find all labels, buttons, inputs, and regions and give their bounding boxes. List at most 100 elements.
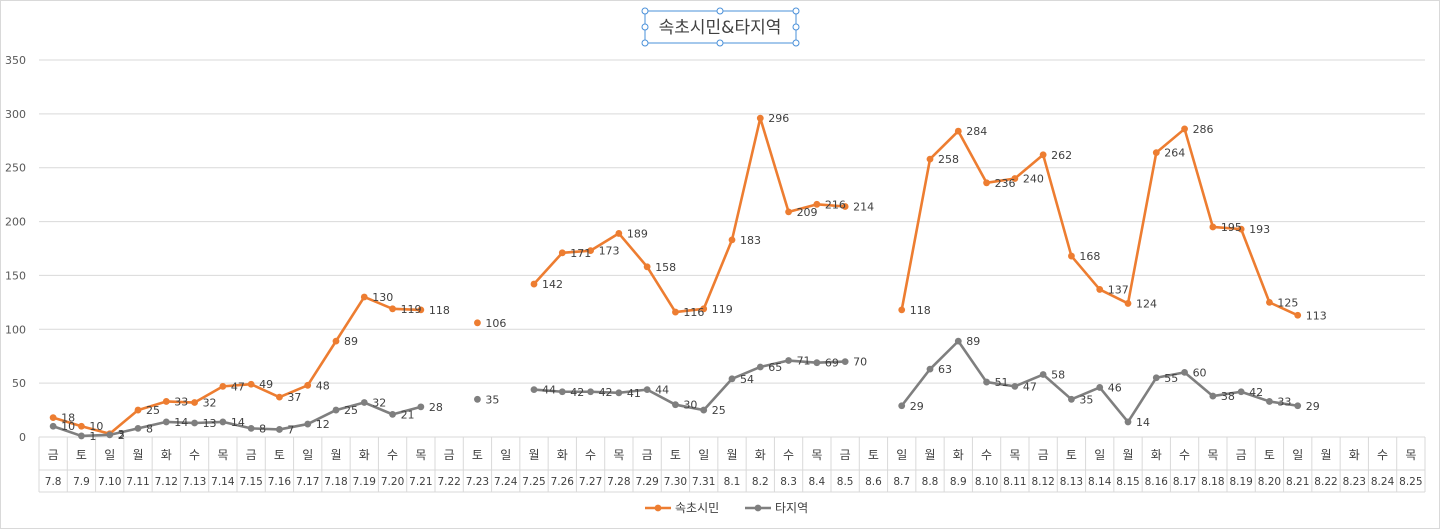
data-point[interactable] [332,406,340,414]
data-point[interactable] [841,358,849,365]
data-point[interactable] [389,305,396,313]
data-point[interactable] [1011,175,1019,182]
data-point[interactable] [983,179,990,187]
data-point[interactable] [1068,395,1075,403]
data-point[interactable] [756,114,764,122]
data-point[interactable] [134,406,142,414]
data-point[interactable] [276,426,283,433]
data-point[interactable] [530,280,538,288]
series-1[interactable] [49,114,1302,438]
data-label: 116 [683,306,704,319]
data-point[interactable] [417,403,425,411]
data-point[interactable] [474,395,481,403]
data-point[interactable] [332,337,340,345]
data-point[interactable] [926,155,934,163]
data-point[interactable] [1266,298,1273,306]
data-point[interactable] [615,230,623,237]
data-point[interactable] [134,424,142,432]
data-point[interactable] [700,406,708,414]
data-point[interactable] [1266,398,1273,405]
data-point[interactable] [643,386,651,394]
data-point[interactable] [728,236,736,244]
data-point[interactable] [898,306,906,314]
data-point[interactable] [78,432,85,440]
data-point[interactable] [1181,125,1188,133]
data-point[interactable] [756,363,764,371]
data-point[interactable] [587,247,594,255]
data-point[interactable] [162,418,170,426]
data-point[interactable] [1039,371,1047,378]
data-point[interactable] [785,357,792,364]
data-point[interactable] [615,389,623,397]
x-tick-date: 8.12 [1031,476,1054,488]
data-label: 258 [938,153,959,166]
data-point[interactable] [1237,225,1245,233]
data-point[interactable] [898,402,906,410]
data-point[interactable] [954,337,962,345]
data-point[interactable] [106,431,114,439]
data-point[interactable] [1209,392,1217,400]
data-label: 1 [89,430,96,443]
legend-item[interactable]: 타지역 [745,501,808,515]
data-point[interactable] [49,422,57,430]
data-point[interactable] [813,359,821,367]
data-point[interactable] [1152,374,1160,382]
data-point[interactable] [700,305,708,313]
data-point[interactable] [1096,384,1104,391]
data-point[interactable] [1209,223,1217,231]
data-point[interactable] [1124,418,1132,426]
data-point[interactable] [162,398,170,405]
data-point[interactable] [926,365,934,373]
data-point[interactable] [587,388,594,396]
data-point[interactable] [191,399,198,406]
data-point[interactable] [983,378,990,386]
data-point[interactable] [558,388,566,396]
chart-title-box[interactable]: 속초시민&타지역 [641,7,800,47]
data-point[interactable] [360,399,368,406]
data-point[interactable] [191,419,198,427]
data-point[interactable] [1237,388,1245,396]
data-point[interactable] [1181,368,1188,376]
x-tick-weekday: 목 [811,448,822,462]
x-tick-weekday: 금 [48,448,59,462]
data-point[interactable] [304,420,312,428]
data-point[interactable] [672,401,679,409]
data-point[interactable] [49,414,57,422]
data-point[interactable] [219,382,227,390]
data-point[interactable] [360,293,368,301]
x-tick-date: 7.26 [551,476,575,488]
data-point[interactable] [728,375,736,383]
data-point[interactable] [1011,382,1019,390]
legend-item[interactable]: 속초시민 [645,501,719,515]
data-point[interactable] [1039,151,1047,159]
data-point[interactable] [276,393,283,401]
data-point[interactable] [247,380,255,388]
x-tick-date: 8.11 [1003,476,1026,488]
data-point[interactable] [1294,311,1302,319]
data-point[interactable] [1124,300,1132,307]
data-point[interactable] [813,200,821,208]
data-point[interactable] [1294,402,1302,410]
data-point[interactable] [474,319,481,327]
data-point[interactable] [785,208,792,216]
data-point[interactable] [417,306,425,314]
data-point[interactable] [954,127,962,135]
data-point[interactable] [78,422,85,430]
legend-label: 속초시민 [675,501,719,515]
legend[interactable]: 속초시민 타지역 [645,501,808,515]
data-point[interactable] [530,386,538,394]
data-label: 130 [372,291,393,304]
data-point[interactable] [672,308,679,316]
data-point[interactable] [219,418,227,426]
data-point[interactable] [389,410,396,418]
data-point[interactable] [1152,149,1160,157]
data-point[interactable] [643,263,651,271]
data-point[interactable] [247,424,255,432]
data-point[interactable] [1096,286,1104,293]
data-point[interactable] [558,249,566,257]
data-point[interactable] [1068,252,1075,260]
data-point[interactable] [304,381,312,389]
series-2[interactable] [49,337,1302,440]
data-point[interactable] [841,203,849,210]
